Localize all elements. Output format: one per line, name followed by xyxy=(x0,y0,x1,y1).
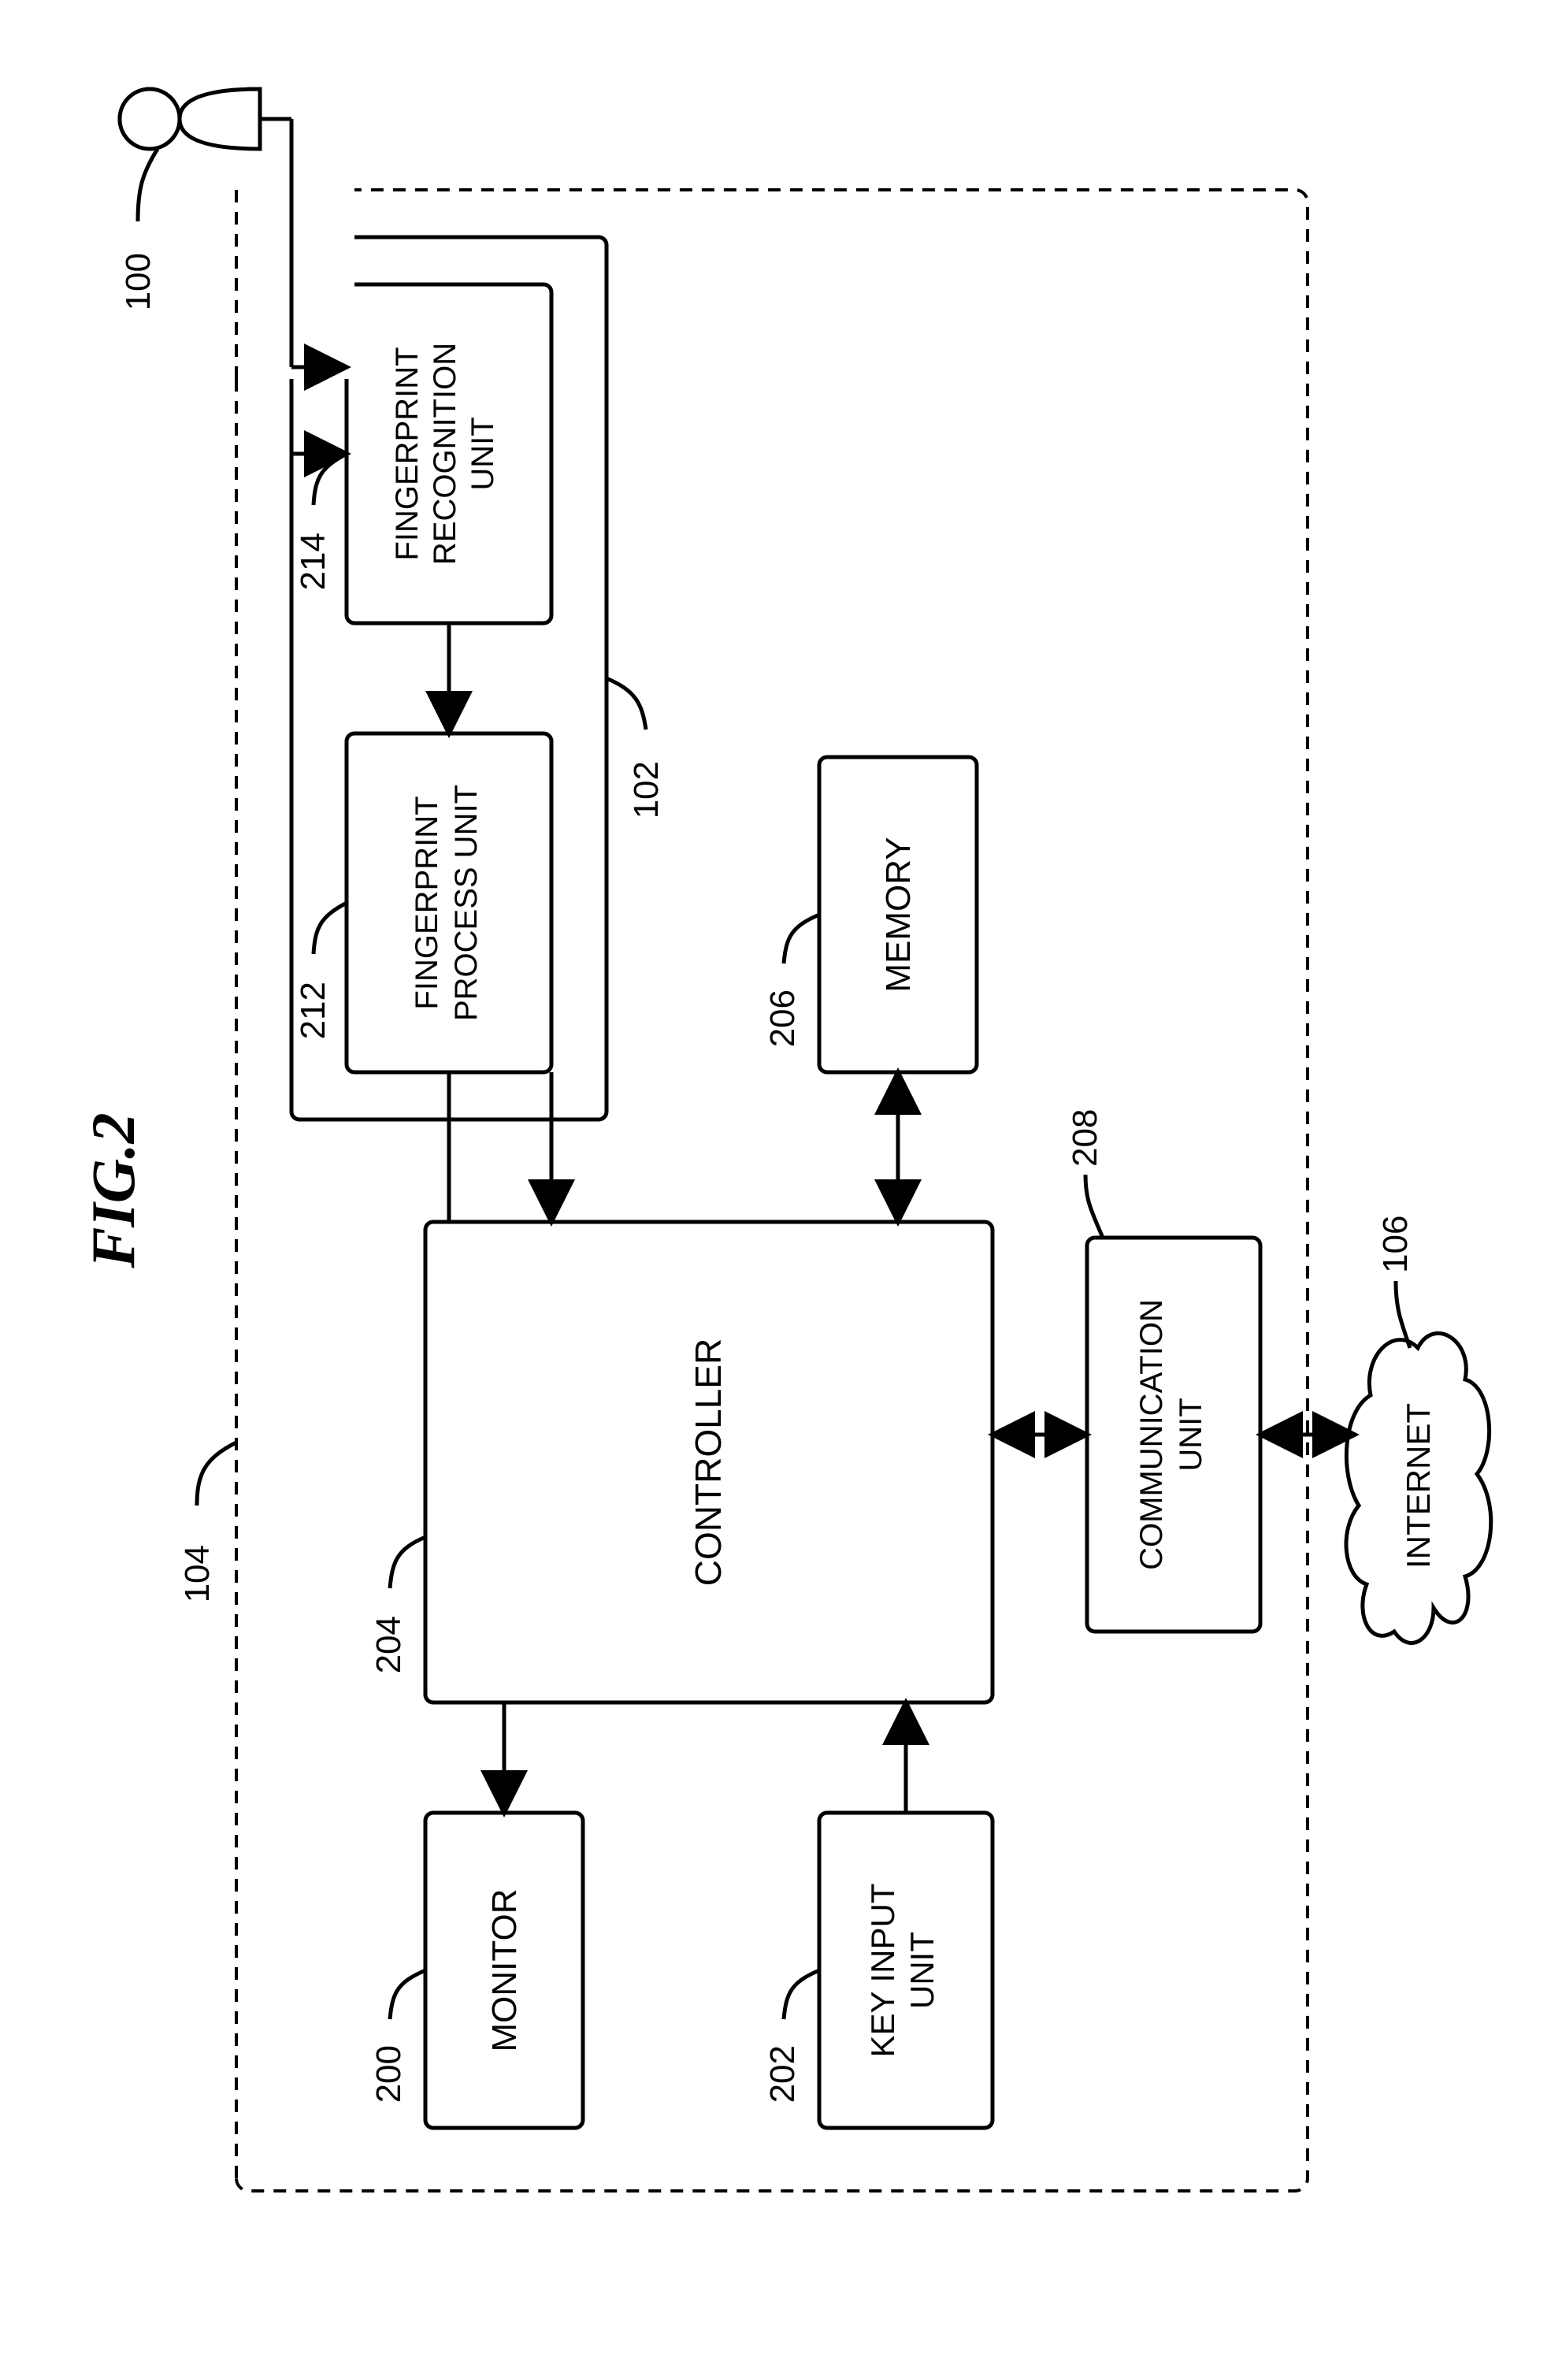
comm-unit-l2: UNIT xyxy=(1174,1398,1208,1471)
leader-102 xyxy=(607,678,646,730)
fingerprint-process-unit-l1: FINGERPRINT xyxy=(410,796,444,1009)
leader-202 xyxy=(784,1970,819,2019)
label-206: 206 xyxy=(763,990,802,1047)
key-input-l2: UNIT xyxy=(903,1932,941,2009)
fingerprint-recognition-unit-l1: FINGERPRINT xyxy=(390,347,425,560)
leader-206 xyxy=(784,915,819,964)
label-100: 100 xyxy=(119,253,158,310)
label-102: 102 xyxy=(627,761,666,819)
key-input-l1: KEY INPUT xyxy=(864,1884,901,2058)
figure-page: FIG.2 104 100 102 FINGERPRINT PROCESS UN… xyxy=(0,0,1562,2380)
internet-label: INTERNET xyxy=(1400,1403,1437,1569)
label-214: 214 xyxy=(294,533,332,590)
user-icon-redraw xyxy=(120,89,260,149)
label-204: 204 xyxy=(369,1616,408,1673)
leader-100 xyxy=(138,149,158,221)
leader-214 xyxy=(314,454,347,505)
fingerprint-process-unit-l2: PROCESS UNIT xyxy=(449,785,484,1021)
leader-106 xyxy=(1396,1281,1410,1348)
fingerprint-recognition-unit-l2: RECOGNITION xyxy=(428,343,462,565)
label-212: 212 xyxy=(294,982,332,1039)
diagram-svg: FIG.2 104 100 102 FINGERPRINT PROCESS UN… xyxy=(0,0,1562,2380)
label-208: 208 xyxy=(1066,1109,1104,1167)
monitor-label: MONITOR xyxy=(485,1889,524,2052)
fingerprint-recognition-unit-l3: UNIT xyxy=(466,417,500,490)
figure-label: FIG.2 xyxy=(79,1112,147,1268)
label-200: 200 xyxy=(369,2045,408,2103)
memory-label: MEMORY xyxy=(879,837,918,992)
controller-label: CONTROLLER xyxy=(688,1339,729,1586)
label-104: 104 xyxy=(178,1545,217,1602)
label-106: 106 xyxy=(1376,1216,1415,1273)
leader-204 xyxy=(390,1537,425,1588)
leader-212 xyxy=(314,903,347,954)
comm-unit-l1: COMMUNICATION xyxy=(1134,1299,1169,1570)
leader-104 xyxy=(197,1442,236,1506)
leader-200 xyxy=(390,1970,425,2019)
leader-208 xyxy=(1085,1175,1103,1238)
label-202: 202 xyxy=(763,2045,802,2103)
